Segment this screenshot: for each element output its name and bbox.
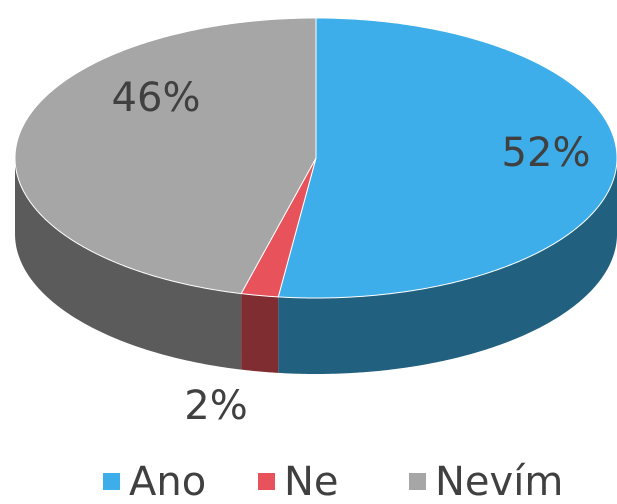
legend-label: Nevím [435, 459, 563, 504]
slice-side [278, 158, 617, 374]
slice-side [15, 158, 242, 370]
data-label: 2% [184, 383, 247, 429]
data-label: 52% [502, 130, 591, 176]
slice-side [241, 293, 279, 373]
legend-swatch [258, 473, 275, 490]
legend-swatch [409, 473, 426, 490]
slice [14, 17, 317, 295]
data-label: 46% [112, 75, 201, 121]
legend-swatch [103, 473, 120, 490]
legend-label: Ne [284, 459, 339, 504]
legend-label: Ano [129, 459, 206, 504]
slice [277, 17, 617, 299]
